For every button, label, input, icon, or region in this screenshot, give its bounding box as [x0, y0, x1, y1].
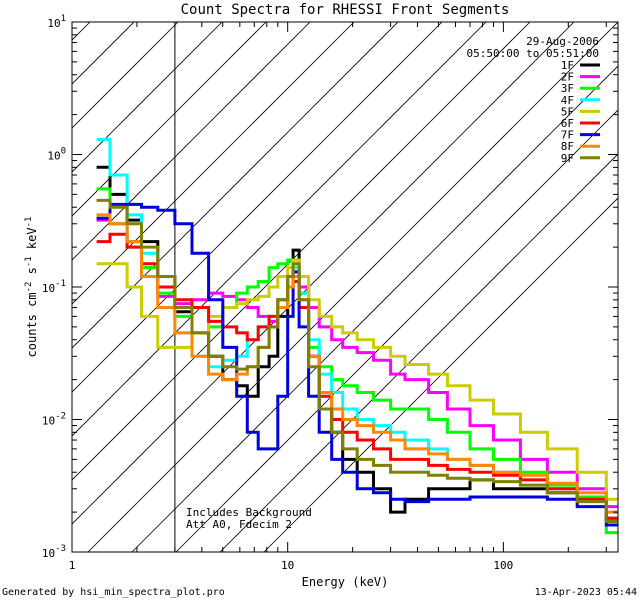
legend-label-3f: 3F: [561, 82, 574, 95]
footer-generated-by: Generated by hsi_min_spectra_plot.pro: [2, 587, 225, 598]
y-tick-label: 10-3: [42, 544, 66, 560]
hatch-line: [175, 109, 618, 552]
time-range-label: 05:50:00 to 05:51:00: [467, 47, 599, 60]
hatch-line: [219, 153, 618, 552]
date-label: 29-Aug-2006: [526, 35, 599, 48]
series-layer: [96, 137, 618, 535]
y-tick-label: 10-1: [42, 279, 66, 295]
x-tick-label: 10: [281, 559, 294, 572]
chart-title: Count Spectra for RHESSI Front Segments: [181, 2, 510, 18]
hatch-line: [72, 22, 487, 437]
x-tick-label: 100: [493, 559, 513, 572]
hatch-line: [72, 22, 267, 217]
hatch-line: [72, 22, 399, 349]
legend-label-7f: 7F: [561, 129, 574, 142]
hatch-line: [72, 22, 179, 129]
legend-label-1f: 1F: [561, 59, 574, 72]
legend-label-4f: 4F: [561, 94, 574, 107]
hatch-line: [72, 22, 355, 305]
legend-label-6f: 6F: [561, 117, 574, 130]
annotation-background: Includes Background: [186, 506, 312, 519]
hatched-region: [0, 0, 618, 552]
hatch-line: [131, 65, 618, 552]
y-tick-label: 100: [47, 147, 66, 163]
hatch-line: [72, 22, 443, 393]
x-tick-label: 1: [69, 559, 76, 572]
footer-timestamp: 13-Apr-2023 05:44: [535, 587, 637, 598]
annotation-attenuator: Att A0, Fdecim 2: [186, 518, 292, 531]
legend-label-5f: 5F: [561, 105, 574, 118]
series-7f: [96, 202, 618, 527]
hatch-line: [72, 22, 575, 525]
legend-label-9f: 9F: [561, 152, 574, 165]
hatch-line: [263, 197, 618, 552]
hatch-line: [72, 22, 135, 85]
hatch-line: [87, 22, 618, 552]
hatch-line: [72, 22, 223, 173]
legend-label-2f: 2F: [561, 71, 574, 84]
axis-ticks: 1 10 100 10-3 10-2 10-1 100 101: [42, 14, 618, 572]
legend-label-8f: 8F: [561, 140, 574, 153]
series-2f: [96, 218, 618, 509]
hatch-line: [72, 22, 91, 41]
hatch-line: [72, 22, 311, 261]
hatch-line: [0, 0, 116, 552]
y-axis-label: counts cm-2 s-1 keV-1: [24, 217, 39, 358]
x-axis-label: Energy (keV): [302, 575, 389, 589]
y-tick-label: 10-2: [42, 412, 66, 428]
series-9f: [96, 198, 618, 523]
y-tick-label: 101: [47, 14, 66, 30]
